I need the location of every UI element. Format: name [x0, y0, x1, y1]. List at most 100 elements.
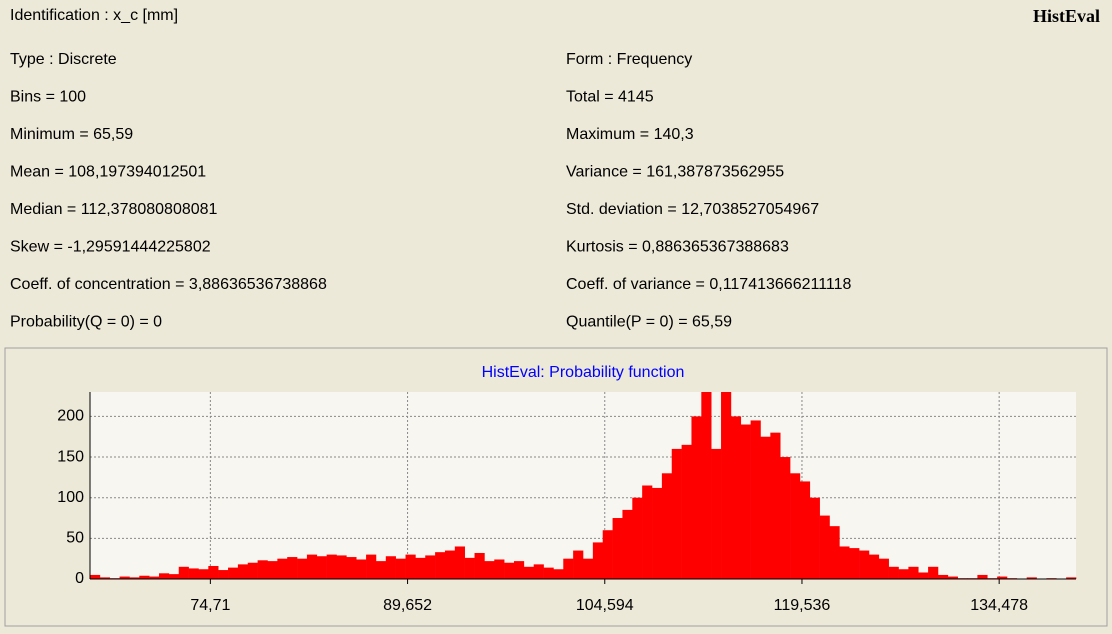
bar [247, 562, 258, 579]
bar [208, 565, 219, 579]
y-tick-label: 50 [66, 530, 84, 547]
bar [730, 416, 742, 579]
bar [878, 558, 889, 579]
bar [533, 564, 544, 579]
bar [711, 448, 722, 579]
bar [760, 436, 771, 579]
identification: Identification : x_c [mm] [10, 7, 178, 24]
bar [947, 576, 958, 579]
chart-title: HistEval: Probability function [482, 364, 685, 381]
bar [849, 548, 860, 579]
bar [790, 473, 801, 579]
bar [642, 485, 653, 579]
bar [592, 542, 604, 579]
bar [928, 566, 939, 579]
bar [198, 569, 209, 579]
bar [661, 473, 673, 579]
y-tick-label: 0 [75, 570, 84, 587]
stat-text: Std. deviation = 12,7038527054967 [566, 201, 819, 218]
bar [918, 572, 929, 579]
bar [602, 530, 613, 579]
bar [740, 424, 751, 579]
bar [454, 546, 465, 579]
bar [405, 554, 416, 579]
bar [750, 420, 761, 579]
bar [829, 526, 840, 579]
bar [297, 558, 308, 579]
bar [90, 574, 101, 579]
bar [937, 574, 949, 579]
y-tick-label: 200 [57, 408, 84, 425]
bar [898, 569, 909, 579]
bar [356, 559, 367, 579]
bar [395, 558, 406, 579]
bar [799, 481, 811, 579]
bar [119, 576, 130, 579]
stat-text: Variance = 161,387873562955 [566, 164, 784, 181]
stat-text: Maximum = 140,3 [566, 126, 694, 143]
bar [178, 566, 189, 579]
app-name: HistEval [1033, 6, 1100, 26]
stat-text: Coeff. of variance = 0,117413666211118 [566, 276, 852, 293]
bar [701, 392, 712, 579]
stat-text: Quantile(P = 0) = 65,59 [566, 314, 732, 331]
bar [1066, 577, 1077, 579]
bar [99, 577, 111, 579]
bar [336, 555, 347, 579]
stat-text: Kurtosis = 0,886365367388683 [566, 239, 789, 256]
bar [622, 509, 633, 579]
bar [316, 556, 327, 579]
bar [346, 557, 357, 579]
stat-text: Probability(Q = 0) = 0 [10, 314, 162, 331]
bar [563, 558, 574, 579]
bar [484, 561, 495, 579]
bar [859, 550, 870, 579]
bar [553, 569, 564, 579]
bar [188, 568, 199, 579]
plot-area [90, 392, 1076, 579]
bar [504, 562, 515, 579]
x-tick-label: 89,652 [383, 597, 432, 614]
bar [385, 556, 396, 579]
bar [652, 487, 663, 579]
bar [997, 576, 1008, 579]
x-tick-label: 134,478 [970, 597, 1028, 614]
bar [819, 515, 830, 579]
bar [218, 570, 229, 579]
bar [267, 561, 278, 579]
bar [159, 573, 170, 579]
bar [287, 557, 298, 579]
bar [474, 552, 485, 579]
bar [543, 567, 554, 579]
bar [277, 558, 288, 579]
bar [237, 564, 249, 579]
bar [139, 575, 150, 579]
bar [129, 577, 140, 579]
bar [513, 561, 525, 579]
bar [523, 566, 534, 579]
bar [464, 557, 475, 579]
bar [425, 555, 436, 579]
stat-text: Median = 112,378080808081 [10, 201, 218, 218]
x-tick-label: 104,594 [576, 597, 634, 614]
stat-text: Bins = 100 [10, 89, 86, 106]
stat-text: Form : Frequency [566, 51, 692, 68]
bar [612, 518, 623, 579]
bar [908, 566, 919, 579]
bar [375, 561, 387, 579]
bar [977, 574, 988, 579]
stat-text: Skew = -1,29591444225802 [10, 239, 211, 256]
bar [671, 448, 682, 579]
stat-text: Minimum = 65,59 [10, 126, 133, 143]
x-tick-label: 119,536 [774, 597, 831, 614]
y-tick-label: 100 [57, 489, 84, 506]
x-tick-label: 74,71 [190, 597, 230, 614]
bar [681, 444, 692, 579]
bar [809, 497, 820, 579]
bar [444, 550, 456, 579]
stat-text: Total = 4145 [566, 89, 654, 106]
bar [632, 497, 643, 579]
bar [1026, 577, 1037, 579]
